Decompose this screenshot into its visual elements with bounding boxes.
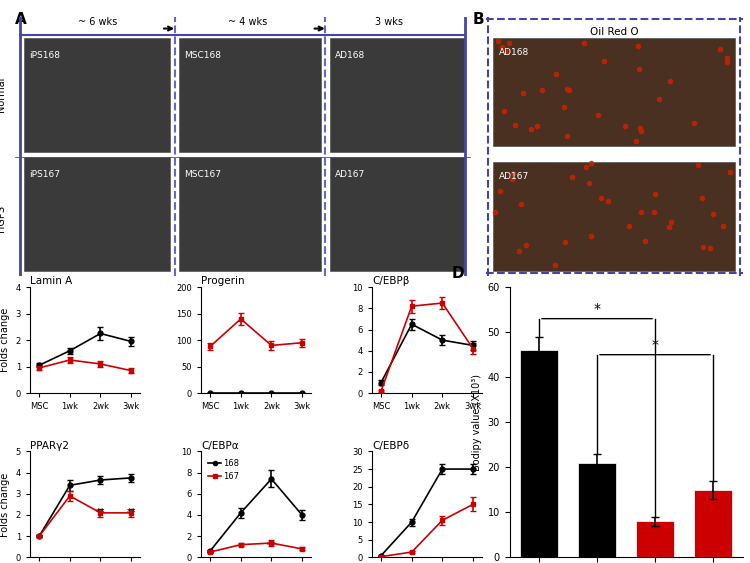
Text: C/EBPβ: C/EBPβ [372,276,410,287]
Bar [520,350,558,557]
Bar [694,490,732,557]
Text: 3 wks: 3 wks [375,17,404,27]
Text: Lamin A: Lamin A [30,276,72,287]
Text: AD167: AD167 [499,172,529,181]
FancyBboxPatch shape [24,157,170,271]
Text: iPS167: iPS167 [28,169,60,178]
Text: B: B [473,12,484,26]
Y-axis label: Bodipy value (X10³): Bodipy value (X10³) [472,374,482,471]
FancyBboxPatch shape [494,38,735,146]
Bar [636,521,674,557]
Text: D: D [452,266,464,280]
Text: ~ 4 wks: ~ 4 wks [228,17,268,27]
Text: MSC167: MSC167 [184,169,221,178]
Text: ~ 6 wks: ~ 6 wks [77,17,117,27]
FancyBboxPatch shape [330,38,464,151]
Text: **: ** [96,508,105,518]
Text: C/EBPα: C/EBPα [201,441,238,450]
Text: Normal: Normal [0,77,6,112]
Text: **: ** [267,541,276,551]
Text: **: ** [126,508,136,518]
Text: AD167: AD167 [334,169,364,178]
Text: Progerin: Progerin [201,276,244,287]
FancyBboxPatch shape [179,38,321,151]
Text: HGPS: HGPS [0,205,6,233]
Text: C/EBPδ: C/EBPδ [372,441,409,450]
FancyBboxPatch shape [179,157,321,271]
Text: *: * [593,302,601,316]
Y-axis label: Folds change: Folds change [0,472,10,537]
Text: AD168: AD168 [334,51,364,60]
Text: PPARγ2: PPARγ2 [30,441,69,450]
Bar [578,463,616,557]
FancyBboxPatch shape [24,38,170,151]
Text: iPS168: iPS168 [28,51,60,60]
Text: AD168: AD168 [499,48,529,57]
FancyBboxPatch shape [494,162,735,271]
Text: A: A [15,12,27,26]
Text: MSC168: MSC168 [184,51,221,60]
Text: Oil Red O: Oil Red O [590,27,638,37]
FancyBboxPatch shape [330,157,464,271]
Y-axis label: Folds change: Folds change [0,308,10,372]
Text: *: * [652,338,658,352]
Legend: 168, 167: 168, 167 [205,455,243,484]
